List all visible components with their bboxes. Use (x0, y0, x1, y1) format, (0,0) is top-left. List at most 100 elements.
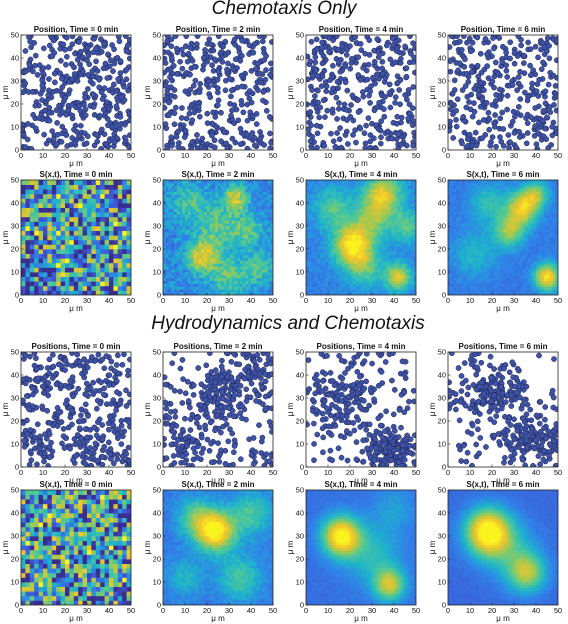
heatmap-cell (341, 182, 345, 187)
heatmap-cell (113, 189, 119, 195)
heatmap-cell (322, 185, 326, 190)
data-point (170, 62, 177, 69)
heatmap-cell (240, 249, 244, 253)
heatmap-cell (182, 214, 186, 218)
heatmap-cell (29, 281, 35, 287)
heatmap-cell (339, 228, 343, 233)
heatmap-cell (248, 220, 252, 224)
heatmap-cell (190, 197, 194, 201)
heatmap-cell (330, 272, 334, 276)
heatmap-cell (34, 216, 39, 222)
heatmap-cell (209, 269, 213, 273)
heatmap-cell (176, 234, 180, 238)
heatmap-cell (185, 272, 189, 276)
heatmap-cell (47, 216, 53, 222)
heatmap-cell (168, 269, 172, 273)
heatmap-cell (25, 276, 31, 282)
heatmap-cell (204, 205, 208, 210)
heatmap-cell (185, 286, 189, 290)
heatmap-cell (344, 200, 348, 204)
heatmap-cell (193, 203, 197, 207)
heatmap-cell (330, 226, 334, 230)
heatmap-cell (352, 214, 356, 218)
heatmap-cell (25, 189, 31, 195)
heatmap-cell (168, 234, 172, 238)
heatmap-cell (253, 257, 257, 261)
heatmap-cell (212, 231, 216, 236)
heatmap-cell (251, 191, 255, 195)
heatmap-cell (237, 208, 241, 213)
heatmap-cell (215, 185, 219, 190)
heatmap-cell (333, 292, 337, 295)
heatmap-cell (363, 231, 367, 236)
heatmap-cell (270, 263, 273, 267)
heatmap-cell (176, 280, 180, 284)
data-point (49, 53, 56, 60)
heatmap-cell (174, 237, 178, 241)
heatmap-cell (209, 277, 213, 282)
heatmap-cell (109, 212, 114, 218)
heatmap-cell (209, 266, 213, 270)
x-tick-label: 40 (105, 296, 113, 305)
plot-area (21, 180, 131, 295)
heatmap-cell (95, 253, 101, 259)
y-axis-label: μ m (286, 85, 295, 99)
heatmap-cell (253, 237, 257, 241)
heatmap-cell (60, 258, 66, 264)
heatmap-cell (204, 240, 208, 244)
heatmap-cell (212, 240, 216, 244)
y-tick-label: 40 (438, 54, 446, 63)
heatmap-cell (209, 263, 213, 267)
heatmap-cell (336, 226, 340, 230)
heatmap-cell (330, 292, 334, 295)
heatmap-cell (330, 188, 334, 192)
heatmap-cell (218, 180, 222, 184)
heatmap-cell (256, 272, 260, 276)
heatmap-cell (372, 217, 376, 221)
heatmap-cell (229, 277, 233, 282)
heatmap-cell (234, 205, 238, 210)
heatmap-cell (207, 197, 211, 201)
heatmap-cell (352, 243, 356, 247)
heatmap-cell (82, 276, 88, 282)
data-point (524, 97, 531, 104)
heatmap-cell (256, 208, 260, 213)
heatmap-cell (259, 203, 263, 207)
heatmap-cell (311, 188, 315, 192)
heatmap-cell (117, 276, 123, 282)
heatmap-cell (231, 251, 235, 256)
heatmap-cell (171, 237, 175, 241)
heatmap-cell (122, 290, 127, 295)
heatmap-cell (311, 249, 315, 253)
heatmap-cell (78, 193, 83, 199)
data-point (41, 45, 47, 52)
heatmap-cell (29, 221, 35, 227)
heatmap-cell (182, 243, 186, 247)
heatmap-cell (38, 267, 44, 273)
heatmap-cell (352, 269, 356, 273)
heatmap-cell (231, 211, 235, 215)
heatmap-cell (168, 263, 172, 267)
data-point (527, 62, 533, 69)
data-point (491, 73, 498, 80)
heatmap-cell (245, 260, 249, 264)
heatmap-cell (369, 251, 373, 256)
heatmap-cell (231, 191, 235, 195)
heatmap-cell (207, 280, 211, 284)
heatmap-cell (113, 272, 119, 277)
heatmap-cell (204, 234, 208, 238)
heatmap-cell (380, 292, 384, 295)
heatmap-cell (122, 180, 127, 185)
heatmap-cell (344, 194, 348, 198)
heatmap-cell (270, 223, 273, 227)
heatmap-cell (319, 226, 323, 230)
heatmap-cell (234, 203, 238, 207)
data-point (200, 66, 206, 73)
heatmap-cell (358, 263, 362, 267)
heatmap-cell (369, 223, 373, 227)
heatmap-cell (336, 191, 340, 195)
heatmap-cell (185, 185, 189, 190)
heatmap-cell (328, 251, 332, 256)
heatmap-cell (185, 289, 189, 293)
heatmap-cell (163, 223, 167, 227)
